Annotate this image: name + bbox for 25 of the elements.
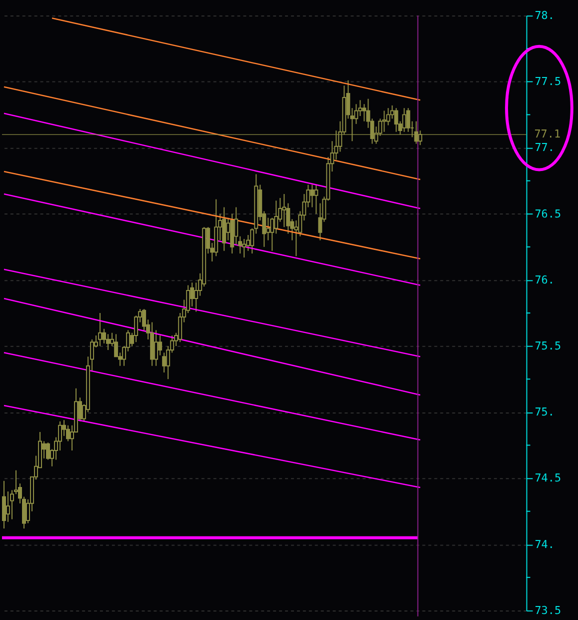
y-tick-label: 74.5 bbox=[534, 472, 562, 485]
ref-line-label: 77.1 bbox=[534, 128, 561, 141]
candlestick bbox=[266, 217, 270, 241]
candlestick bbox=[2, 480, 6, 529]
candlestick bbox=[394, 108, 398, 132]
candlestick bbox=[242, 238, 246, 258]
y-tick-label: 78. bbox=[534, 9, 554, 22]
y-tick-label: 77.5 bbox=[534, 75, 562, 88]
candlestick bbox=[222, 206, 226, 252]
candlestick bbox=[162, 352, 166, 373]
candlestick bbox=[98, 312, 102, 347]
y-tick-label: 76.5 bbox=[534, 207, 562, 220]
candlestick bbox=[158, 334, 162, 356]
candlestick bbox=[382, 110, 386, 132]
y-tick-label: 73.5 bbox=[534, 604, 562, 617]
y-tick-label: 75.5 bbox=[534, 340, 562, 353]
candlestick bbox=[402, 108, 406, 132]
candlestick bbox=[314, 184, 318, 214]
candlestick bbox=[310, 184, 314, 208]
y-tick-label: 75. bbox=[534, 406, 554, 419]
candlestick bbox=[6, 490, 10, 522]
y-tick-label: 76. bbox=[534, 273, 554, 286]
y-tick-label: 77. bbox=[534, 141, 554, 154]
candlestick bbox=[154, 330, 158, 366]
y-tick-label: 74. bbox=[534, 538, 554, 551]
